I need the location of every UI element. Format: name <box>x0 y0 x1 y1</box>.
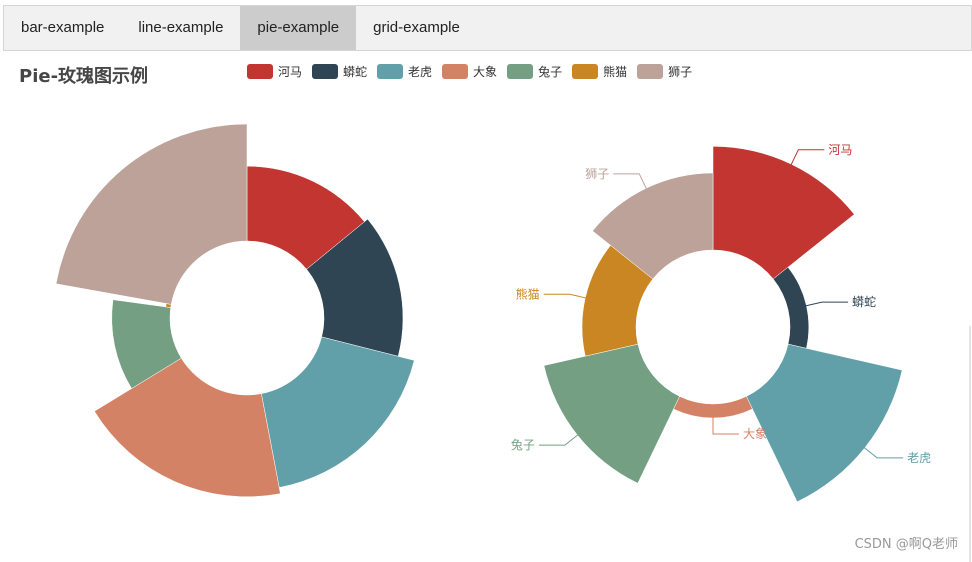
legend-label: 河马 <box>278 65 303 79</box>
legend-swatch <box>637 64 664 79</box>
legend-item[interactable]: 熊猫 <box>572 63 627 80</box>
rose-sector-2-1[interactable] <box>712 146 855 280</box>
data-label: 熊猫 <box>516 286 540 301</box>
chart-legend: 河马 蟒蛇 老虎 大象 兔子 熊猫 狮子 <box>247 63 702 80</box>
label-line <box>859 443 904 459</box>
tab-pie-example[interactable]: pie-example <box>240 6 357 50</box>
rose-sector-1-3[interactable] <box>261 336 415 488</box>
data-label: 大象 <box>743 427 767 441</box>
legend-swatch <box>377 64 404 79</box>
legend-label: 狮子 <box>668 65 693 79</box>
label-line <box>800 301 849 308</box>
legend-item[interactable]: 河马 <box>247 63 302 80</box>
legend-swatch <box>312 64 339 79</box>
data-label: 老虎 <box>907 451 931 465</box>
rose-chart-1 <box>55 123 415 498</box>
vertical-scrollbar[interactable] <box>969 326 971 562</box>
tab-bar-example[interactable]: bar-example <box>21 19 105 36</box>
chart-title: Pie-玫瑰图示例 <box>19 66 149 87</box>
rose-sector-1-5[interactable] <box>111 299 182 389</box>
data-label: 狮子 <box>585 167 609 181</box>
legend-swatch <box>572 64 599 79</box>
tab-grid-example[interactable]: grid-example <box>373 19 460 36</box>
rose-sector-1-2[interactable] <box>306 218 404 357</box>
rose-sector-2-7[interactable] <box>592 172 714 280</box>
tab-bar: bar-example line-example pie-example grid-e… <box>3 5 972 51</box>
legend-label: 熊猫 <box>603 65 628 79</box>
legend-item[interactable]: 老虎 <box>377 63 432 80</box>
legend-label: 兔子 <box>538 65 563 79</box>
tab-line-example[interactable]: line-example <box>138 19 224 36</box>
legend-item[interactable]: 蟒蛇 <box>312 63 367 80</box>
legend-item[interactable]: 兔子 <box>507 63 562 80</box>
legend-label: 老虎 <box>408 65 433 79</box>
label-line <box>788 149 825 170</box>
label-line <box>543 293 592 300</box>
rose-sector-2-5[interactable] <box>543 343 680 484</box>
rose-sector-1-7[interactable] <box>55 123 248 305</box>
data-label: 蟒蛇 <box>852 294 876 309</box>
legend-swatch <box>247 64 273 79</box>
data-label: 兔子 <box>511 437 535 452</box>
legend-swatch <box>507 64 534 79</box>
label-line <box>538 430 583 446</box>
legend-swatch <box>442 64 469 79</box>
rose-sector-2-3[interactable] <box>746 343 903 503</box>
legend-label: 蟒蛇 <box>343 65 368 79</box>
legend-item[interactable]: 大象 <box>442 63 497 80</box>
label-line <box>613 173 650 194</box>
legend-label: 大象 <box>473 65 498 79</box>
data-label: 河马 <box>828 143 852 157</box>
watermark: CSDN @啊Q老师 <box>854 537 958 552</box>
rose-sector-2-2[interactable] <box>772 266 810 349</box>
label-line <box>712 412 739 435</box>
rose-sector-1-4[interactable] <box>94 357 281 498</box>
legend-item[interactable]: 狮子 <box>637 63 692 80</box>
